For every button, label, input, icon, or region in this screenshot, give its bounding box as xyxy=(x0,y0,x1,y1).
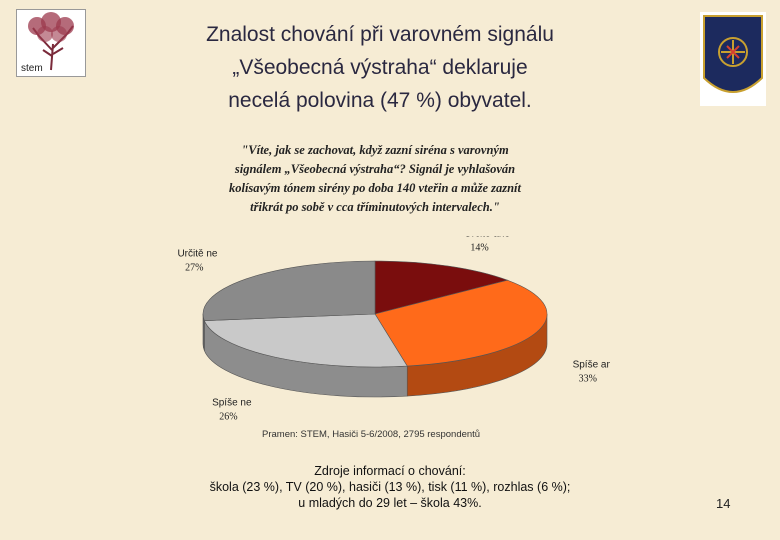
page-number: 14 xyxy=(716,496,731,511)
pie-value-label-1: 33% xyxy=(579,373,597,384)
info-line: Zdroje informací o chování: xyxy=(314,464,466,478)
pie-slice-2 xyxy=(203,313,408,368)
info-line: škola (23 %), TV (20 %), hasiči (13 %), … xyxy=(209,480,571,494)
survey-question: "Víte, jak se zachovat, když zazní sirén… xyxy=(190,141,560,217)
pie-value-label-0: 14% xyxy=(470,243,488,254)
pie-label-group-3: Určitě ne 27% xyxy=(177,248,217,273)
pie-label-group-1: Spíše ano 33% xyxy=(573,359,610,384)
slide-title: Znalost chování při varovném signálu „Vš… xyxy=(150,18,610,117)
title-line: Znalost chování při varovném signálu xyxy=(206,23,554,46)
fire-rescue-emblem-icon xyxy=(703,15,763,93)
pie-value-label-2: 26% xyxy=(219,412,237,423)
info-sources: Zdroje informací o chování: škola (23 %)… xyxy=(170,463,610,511)
pie-label-0: Určitě ano xyxy=(464,236,510,240)
fire-rescue-logo xyxy=(700,12,766,106)
info-line: u mladých do 29 let – škola 43%. xyxy=(298,496,482,510)
stem-logo-text: stem xyxy=(21,63,43,74)
question-line: signálem „Všeobecná výstraha“? Signál je… xyxy=(234,162,516,176)
pie-label-1: Spíše ano xyxy=(573,359,610,370)
question-line: třikrát po sobě v cca tříminutových inte… xyxy=(250,200,500,214)
pie-slice-1 xyxy=(374,279,548,367)
pie-slice-0 xyxy=(374,260,509,315)
title-line: „Všeobecná výstraha“ deklaruje xyxy=(232,56,528,79)
pie-chart: Určitě ano 14% Spíše ano 33% Spíše ne 26% Urči… xyxy=(177,236,610,423)
title-line: necelá polovina (47 %) obyvatel. xyxy=(228,89,532,112)
pie-slice-3 xyxy=(202,260,376,321)
pie-value-label-3: 27% xyxy=(185,262,203,273)
pie-label-group-2: Spíše ne 26% xyxy=(212,398,252,423)
stem-logo: stem xyxy=(16,9,86,77)
source-note: Pramen: STEM, Hasiči 5-6/2008, 2795 resp… xyxy=(262,429,481,440)
pie-label-group-0: Určitě ano 14% xyxy=(464,236,510,254)
question-line: kolísavým tónem sirény po doba 140 vteři… xyxy=(228,181,522,195)
tree-icon xyxy=(28,12,74,71)
question-line: "Víte, jak se zachovat, když zazní sirén… xyxy=(241,143,509,157)
pie-label-3: Určitě ne xyxy=(177,248,217,259)
pie-label-2: Spíše ne xyxy=(212,398,252,409)
